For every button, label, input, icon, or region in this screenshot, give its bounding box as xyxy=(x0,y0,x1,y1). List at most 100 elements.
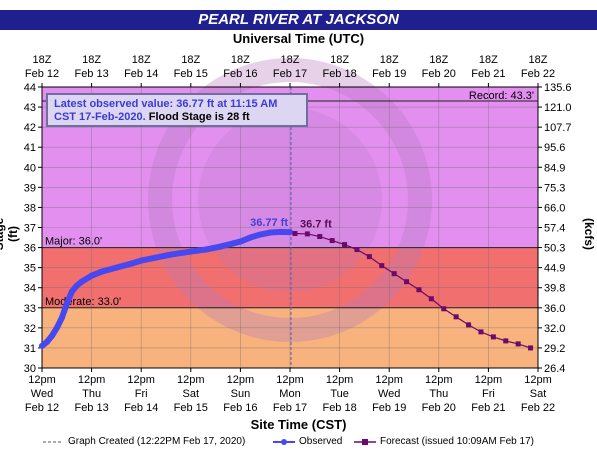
bottom-tick-time: 12pm xyxy=(326,374,354,386)
y-tick-label: 38 xyxy=(24,202,36,214)
observed-point xyxy=(167,251,174,258)
bottom-axis-title: Site Time (CST) xyxy=(250,417,347,432)
forecast-point xyxy=(478,329,484,335)
forecast-point xyxy=(528,345,534,351)
observed-point xyxy=(187,248,194,255)
right-tick-label: 29.2 xyxy=(544,343,565,355)
y-tick-label: 40 xyxy=(24,162,36,174)
bottom-tick-time: 12pm xyxy=(227,374,255,386)
observed-point xyxy=(68,288,75,295)
y-axis-label-right: Flow (kcfs) xyxy=(582,217,597,250)
bottom-tick-day: Thu xyxy=(429,388,448,400)
bottom-tick-day: Tue xyxy=(330,388,349,400)
y-tick-label: 41 xyxy=(24,142,36,154)
bottom-tick-date: Feb 20 xyxy=(422,402,456,414)
y-tick-label: 37 xyxy=(24,223,36,235)
forecast-point xyxy=(317,234,323,240)
bottom-tick-day: Mon xyxy=(279,388,300,400)
forecast-point xyxy=(404,279,410,285)
y-tick-label: 43 xyxy=(24,102,36,114)
forecast-point xyxy=(515,341,521,347)
observed-point xyxy=(88,272,95,279)
right-tick-label: 75.3 xyxy=(544,182,565,194)
latest-observed-line1: Latest observed value: 36.77 ft at 11:15… xyxy=(54,98,278,110)
y-tick-label: 30 xyxy=(24,363,36,375)
bottom-tick-day: Sat xyxy=(183,388,200,400)
top-tick-label: 18Z xyxy=(82,54,101,66)
top-tick-date: Feb 15 xyxy=(174,68,208,80)
bottom-tick-time: 12pm xyxy=(127,374,155,386)
top-tick-date: Feb 21 xyxy=(471,68,505,80)
right-tick-label: 57.4 xyxy=(544,223,565,235)
right-tick-label: 44.9 xyxy=(544,263,565,275)
bottom-tick-date: Feb 18 xyxy=(322,402,356,414)
y-tick-label: 33 xyxy=(24,303,36,315)
y-tick-label: 35 xyxy=(24,263,36,275)
right-tick-label: 66.0 xyxy=(544,202,565,214)
bottom-tick-date: Feb 12 xyxy=(25,402,59,414)
top-tick-label: 18Z xyxy=(330,54,349,66)
bottom-tick-day: Wed xyxy=(31,388,53,400)
bottom-tick-date: Feb 17 xyxy=(273,402,307,414)
observed-point xyxy=(113,264,120,271)
forecast-point xyxy=(304,231,310,237)
bottom-tick-time: 12pm xyxy=(375,374,403,386)
legend-observed-line xyxy=(272,436,296,449)
top-tick-date: Feb 20 xyxy=(422,68,456,80)
top-tick-label: 18Z xyxy=(281,54,300,66)
observed-point xyxy=(237,238,244,245)
y-axis-label-left: Stage (ft) xyxy=(0,217,20,251)
legend-created-line xyxy=(42,436,64,449)
observed-point xyxy=(153,254,160,261)
latest-observed-box: Latest observed value: 36.77 ft at 11:15… xyxy=(46,93,308,127)
y-tick-label: 44 xyxy=(24,82,36,94)
top-tick-date: Feb 17 xyxy=(273,68,307,80)
forecast-point xyxy=(428,296,434,302)
bottom-tick-day: Sat xyxy=(530,388,547,400)
observed-point xyxy=(48,332,55,339)
forecast-point xyxy=(490,334,496,340)
top-tick-date: Feb 16 xyxy=(223,68,257,80)
right-tick-label: 135.6 xyxy=(544,82,572,94)
observed-point xyxy=(267,229,274,236)
observed-point xyxy=(202,246,209,253)
top-tick-label: 18Z xyxy=(33,54,52,66)
bottom-tick-time: 12pm xyxy=(177,374,205,386)
right-tick-label: 50.3 xyxy=(544,243,565,255)
bottom-tick-time: 12pm xyxy=(425,374,453,386)
bottom-tick-day: Thu xyxy=(82,388,101,400)
top-tick-date: Feb 19 xyxy=(372,68,406,80)
bottom-tick-time: 12pm xyxy=(276,374,304,386)
bottom-tick-date: Feb 15 xyxy=(174,402,208,414)
major-label: Major: 36.0' xyxy=(45,236,102,248)
forecast-point xyxy=(391,271,397,277)
observed-point xyxy=(53,324,60,331)
latest-observed-line2a: CST 17-Feb-2020. xyxy=(54,111,146,123)
top-tick-label: 18Z xyxy=(380,54,399,66)
legend: Graph Created (12:22PM Feb 17, 2020) Obs… xyxy=(0,436,597,450)
top-tick-date: Feb 22 xyxy=(521,68,555,80)
forecast-point xyxy=(354,247,360,253)
bottom-tick-time: 12pm xyxy=(475,374,503,386)
forecast-point xyxy=(329,238,335,244)
forecast-point xyxy=(342,242,348,248)
y-tick-label: 42 xyxy=(24,122,36,134)
bottom-tick-day: Fri xyxy=(135,388,148,400)
y-tick-label: 31 xyxy=(24,343,36,355)
observed-point xyxy=(63,300,70,307)
record-label: Record: 43.3' xyxy=(469,90,534,102)
observed-point xyxy=(98,268,105,275)
forecast-point xyxy=(503,338,509,344)
bottom-tick-time: 12pm xyxy=(78,374,106,386)
legend-created-text: Graph Created (12:22PM Feb 17, 2020) xyxy=(68,436,246,447)
observed-point xyxy=(73,282,80,289)
observed-point xyxy=(78,278,85,285)
bottom-tick-day: Wed xyxy=(378,388,400,400)
top-tick-label: 18Z xyxy=(231,54,250,66)
top-tick-label: 18Z xyxy=(429,54,448,66)
observed-point xyxy=(58,314,65,321)
observed-value-label: 36.77 ft xyxy=(250,217,288,229)
observed-point xyxy=(138,257,145,264)
observed-point xyxy=(277,228,284,235)
